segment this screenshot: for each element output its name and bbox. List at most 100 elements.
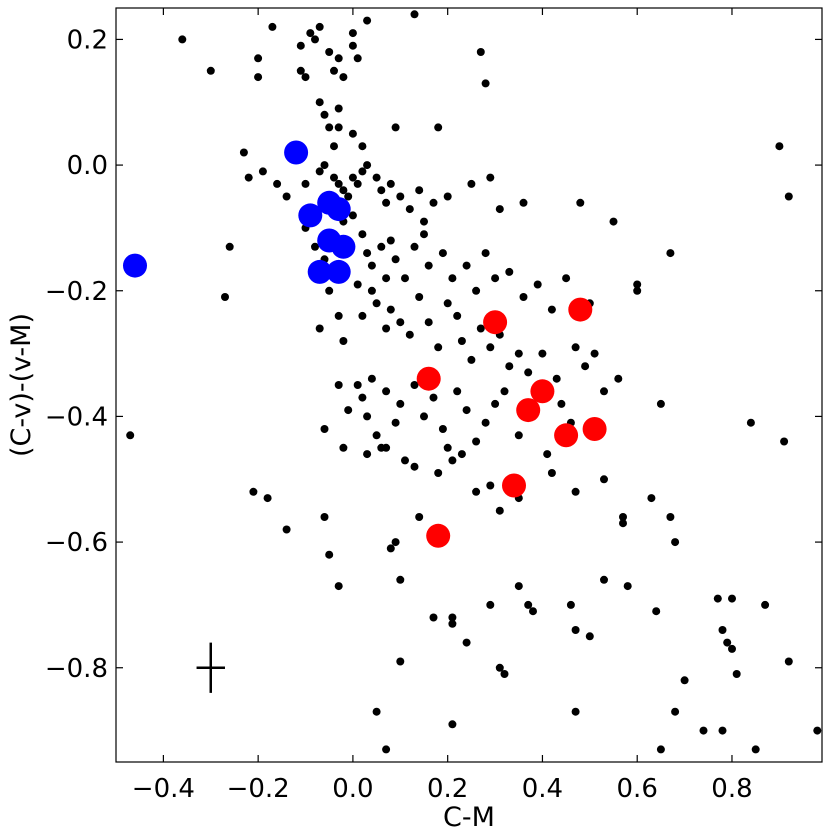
y-tick-label: 0.0 (67, 151, 108, 181)
black-point (448, 274, 457, 283)
blue-point (284, 140, 309, 165)
black-point (467, 355, 476, 364)
black-point (424, 318, 433, 327)
black-point (239, 148, 248, 157)
black-point (396, 318, 405, 327)
black-point (424, 261, 433, 270)
black-point (462, 638, 471, 647)
black-point (296, 66, 305, 75)
black-point (543, 450, 552, 459)
black-point (339, 186, 348, 195)
black-point (524, 368, 533, 377)
black-point (372, 707, 381, 716)
black-point (382, 274, 391, 283)
black-point (495, 506, 504, 515)
black-point (325, 550, 334, 559)
black-point (363, 16, 372, 25)
black-point (311, 35, 319, 44)
y-tick-label: −0.6 (45, 528, 108, 558)
black-point (382, 324, 391, 333)
black-point (282, 192, 291, 201)
red-point (483, 310, 508, 335)
black-point (330, 173, 338, 182)
black-point (472, 286, 481, 295)
black-point (344, 406, 353, 415)
x-tick-label: 0.2 (427, 774, 468, 804)
black-point (713, 594, 722, 603)
black-point (718, 726, 727, 735)
black-point (339, 337, 348, 345)
black-point (486, 481, 495, 490)
black-point (353, 179, 362, 188)
black-point (358, 393, 367, 402)
black-point (386, 236, 395, 245)
black-point (514, 582, 523, 591)
black-point (315, 167, 324, 176)
black-point (334, 311, 343, 320)
black-point (547, 469, 556, 477)
black-point (500, 387, 509, 396)
black-point (405, 330, 414, 339)
black-point (472, 437, 481, 446)
black-point (481, 79, 490, 88)
black-point (699, 726, 708, 735)
black-point (363, 249, 372, 258)
black-point (486, 173, 495, 182)
black-point (415, 293, 424, 301)
black-point (386, 179, 395, 188)
x-tick-label: −0.4 (132, 774, 195, 804)
black-point (254, 73, 263, 82)
black-point (438, 425, 447, 433)
red-point (568, 297, 593, 322)
black-point (178, 35, 187, 44)
black-point (623, 582, 632, 591)
black-point (448, 613, 457, 622)
blue-point (298, 203, 323, 228)
black-point (775, 142, 784, 151)
black-point (728, 644, 736, 653)
black-point (315, 324, 324, 333)
x-axis-label: C-M (443, 802, 495, 830)
black-point (377, 242, 386, 251)
red-point (426, 523, 451, 548)
black-point (344, 192, 353, 201)
x-tick-label: 0.8 (711, 774, 752, 804)
black-point (401, 456, 409, 465)
y-tick-label: −0.4 (45, 402, 108, 432)
black-point (647, 494, 656, 503)
black-point (619, 519, 627, 528)
red-point (502, 473, 526, 498)
black-point (666, 513, 675, 521)
black-point (372, 431, 381, 440)
y-tick-label: −0.2 (45, 277, 108, 307)
black-point (420, 217, 428, 226)
black-point (671, 538, 680, 547)
black-point (353, 381, 362, 389)
black-point (552, 374, 561, 383)
black-point (348, 41, 357, 50)
red-point (416, 366, 441, 391)
black-point (590, 349, 599, 358)
tick-layer: −0.4 −0.2 0.0 0.2 0.4 0.6 0.8 0.2 0.0 −0.2 −0.4 −0.… (45, 8, 822, 804)
black-point (434, 343, 443, 352)
x-tick-label: 0.0 (332, 774, 373, 804)
black-point (434, 469, 443, 477)
x-tick-label: 0.6 (617, 774, 658, 804)
black-point (780, 437, 789, 446)
black-point (505, 362, 514, 371)
black-point (486, 343, 495, 352)
black-point (491, 399, 500, 408)
black-point (784, 657, 793, 666)
black-point (453, 311, 462, 320)
black-point (467, 179, 476, 188)
black-point (600, 475, 608, 484)
y-tick-label: −0.8 (45, 654, 108, 684)
black-point (320, 513, 329, 521)
black-point (448, 720, 457, 729)
black-point (382, 198, 391, 207)
black-point (382, 387, 391, 396)
black-point (391, 255, 400, 264)
blue-point (326, 197, 351, 222)
black-point (334, 104, 343, 113)
black-point (718, 626, 727, 634)
